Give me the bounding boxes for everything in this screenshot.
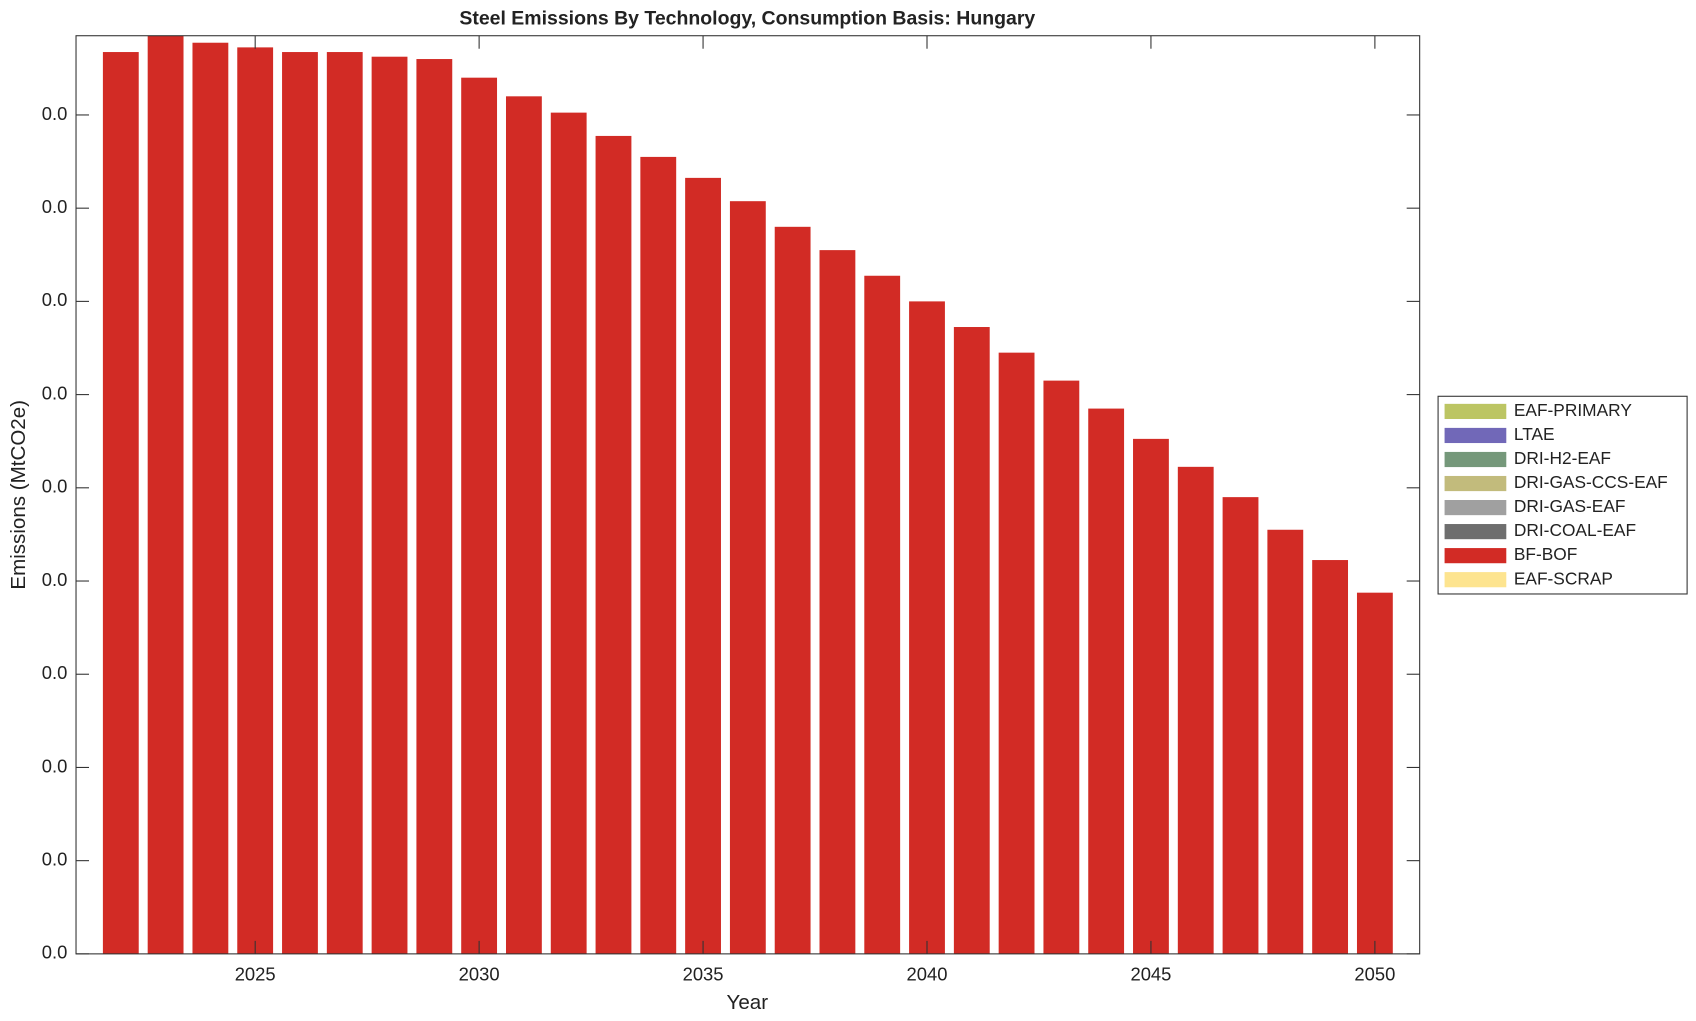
y-axis-label: Emissions (MtCO2e)	[7, 400, 30, 590]
legend-label: DRI-H2-EAF	[1514, 448, 1611, 468]
legend-label: LTAE	[1514, 424, 1555, 444]
bar-segment	[1312, 560, 1349, 954]
legend-label: BF-BOF	[1514, 544, 1577, 564]
x-tick-label: 2025	[235, 963, 276, 984]
bar-segment	[192, 42, 229, 954]
legend-swatch	[1444, 403, 1507, 420]
y-tick-label: 0.0	[42, 849, 68, 870]
bar-segment	[819, 250, 856, 954]
bar-segment	[1088, 408, 1125, 954]
legend-box	[1437, 395, 1688, 595]
y-tick-label: 0.0	[42, 755, 68, 776]
x-tick-label: 2045	[1130, 963, 1171, 984]
x-axis-label: Year	[727, 991, 769, 1014]
legend-swatch	[1444, 475, 1507, 492]
legend-label: DRI-COAL-EAF	[1514, 520, 1636, 540]
y-tick-label: 0.0	[42, 289, 68, 310]
chart-title: Steel Emissions By Technology, Consumpti…	[459, 8, 1035, 30]
bar-segment	[1177, 466, 1214, 954]
bar-segment	[595, 135, 632, 954]
y-tick-label: 0.0	[42, 662, 68, 683]
legend-label: EAF-PRIMARY	[1514, 400, 1632, 420]
legend-swatch	[1444, 451, 1507, 468]
x-tick-label: 2035	[683, 963, 724, 984]
bar-segment	[237, 47, 274, 954]
bar-segment	[1133, 438, 1169, 954]
y-tick-label: 0.0	[42, 103, 68, 124]
legend-swatch	[1444, 548, 1507, 564]
bar-segment	[1267, 529, 1304, 954]
x-tick-label: 2040	[907, 963, 948, 984]
legend-swatch	[1444, 572, 1507, 588]
bar-segment	[505, 96, 542, 954]
x-tick-label: 2050	[1354, 963, 1395, 984]
bar-segment	[685, 177, 721, 954]
y-tick-label: 0.0	[42, 196, 68, 217]
bar-segment	[282, 52, 318, 954]
y-tick-label: 0.0	[42, 382, 68, 403]
y-tick-label: 0.0	[42, 476, 68, 497]
bar-segment	[416, 59, 453, 954]
y-tick-label: 0.0	[42, 942, 68, 963]
bar-segment	[102, 52, 139, 954]
bar-segment	[864, 275, 901, 954]
legend-swatch	[1444, 499, 1507, 516]
bar-segment	[729, 201, 766, 954]
x-tick-label: 2030	[459, 963, 500, 984]
axes-box	[75, 35, 1421, 955]
legend-swatch	[1444, 524, 1507, 540]
bar-segment	[326, 52, 363, 954]
bar-segment	[640, 156, 677, 954]
bar-segment	[998, 352, 1035, 954]
legend-label: EAF-SCRAP	[1514, 568, 1613, 588]
bar-segment	[1043, 380, 1080, 954]
legend-label: DRI-GAS-CCS-EAF	[1514, 472, 1668, 492]
bar-segment	[1222, 497, 1259, 954]
bar-segment	[953, 327, 990, 954]
bar-segment	[774, 226, 811, 954]
bar-segment	[371, 56, 408, 954]
bar-segment	[147, 35, 184, 954]
legend-swatch	[1444, 427, 1507, 444]
bar-segment	[1356, 592, 1393, 954]
y-tick-label: 0.0	[42, 569, 68, 590]
bar-segment	[550, 112, 587, 954]
bar-segment	[461, 77, 498, 954]
bar-segment	[909, 301, 945, 954]
legend-label: DRI-GAS-EAF	[1514, 496, 1626, 516]
